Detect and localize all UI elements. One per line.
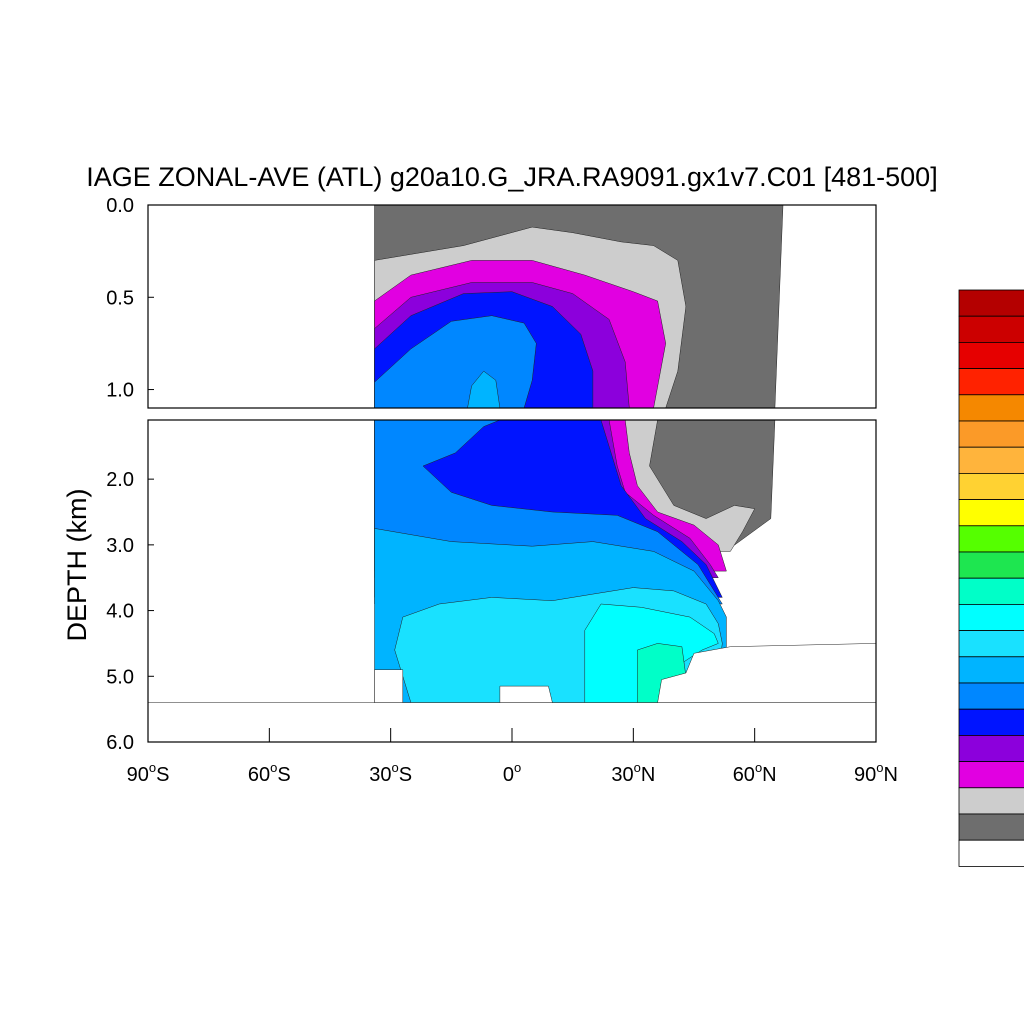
colorbar-box <box>958 630 1024 658</box>
colorbar-box <box>958 839 1024 867</box>
colorbar-box <box>958 735 1024 763</box>
y-tick-label: 1.0 <box>106 380 134 402</box>
chart-title: IAGE ZONAL-AVE (ATL) g20a10.G_JRA.RA9091… <box>86 162 937 192</box>
lower-panel <box>147 419 877 743</box>
y-tick-label: 6.0 <box>106 732 134 754</box>
x-tick-label: 90oS <box>127 760 170 786</box>
x-tick-label: 0o <box>503 760 521 786</box>
x-tick-label: 60oN <box>733 760 777 786</box>
x-tick-label: 60oS <box>248 760 291 786</box>
y-axis: 0.0 0.5 1.0 2.0 3.0 4.0 5.0 6.0 <box>106 195 154 754</box>
y-tick-label: 4.0 <box>106 601 134 623</box>
colorbar-box <box>958 394 1024 422</box>
contour-region <box>374 669 404 703</box>
colorbar-box <box>958 289 1024 317</box>
upper-panel <box>147 204 877 409</box>
colorbar-box <box>958 315 1024 343</box>
y-tick-label: 2.0 <box>106 469 134 491</box>
colorbar-box <box>958 341 1024 369</box>
colorbar-box <box>958 420 1024 448</box>
contour-fill-group <box>374 205 784 408</box>
colorbar <box>958 289 1024 867</box>
x-tick-label: 30oN <box>611 760 655 786</box>
y-tick-label: 5.0 <box>106 666 134 688</box>
colorbar-box <box>958 708 1024 736</box>
y-axis-label: DEPTH (km) <box>62 489 92 642</box>
colorbar-box <box>958 577 1024 605</box>
colorbar-box <box>958 499 1024 527</box>
colorbar-box <box>958 446 1024 474</box>
colorbar-box <box>958 604 1024 632</box>
colorbar-box <box>958 551 1024 579</box>
y-tick-label: 0.0 <box>106 195 134 217</box>
colorbar-box <box>958 472 1024 500</box>
contour-region <box>657 643 876 703</box>
x-tick-label: 90oN <box>854 760 898 786</box>
colorbar-box <box>958 656 1024 684</box>
contour-region <box>499 685 553 703</box>
colorbar-box <box>958 787 1024 815</box>
colorbar-box <box>958 761 1024 789</box>
contour-fill-group <box>148 420 876 742</box>
x-tick-label: 30oS <box>369 760 412 786</box>
panel-frame <box>147 204 877 409</box>
contour-region <box>148 702 876 742</box>
x-axis: 90oS 60oS 30oS 0o 30oN 60oN 90oN <box>127 728 898 786</box>
y-tick-label: 3.0 <box>106 535 134 557</box>
colorbar-box <box>958 682 1024 710</box>
colorbar-box <box>958 525 1024 553</box>
colorbar-box <box>958 368 1024 396</box>
contour-region <box>467 370 501 408</box>
colorbar-box <box>958 813 1024 841</box>
y-tick-label: 0.5 <box>106 287 134 309</box>
